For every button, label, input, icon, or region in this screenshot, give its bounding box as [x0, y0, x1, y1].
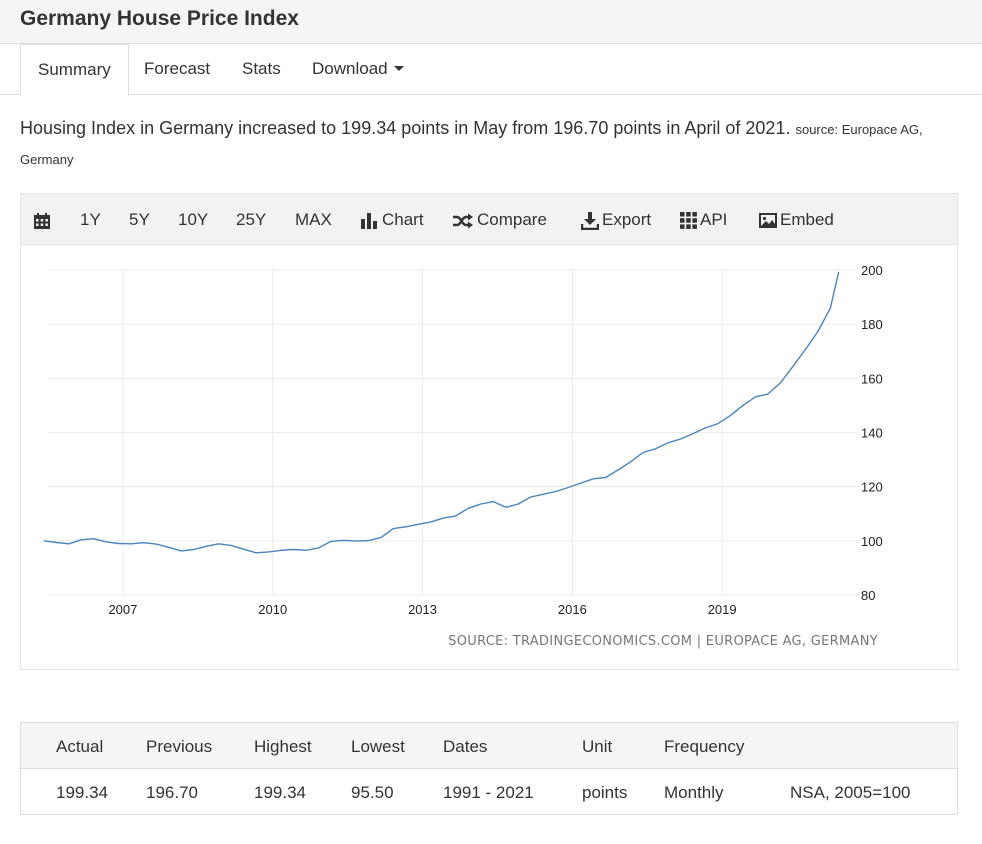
- value-previous: 196.70: [146, 783, 198, 802]
- tab-download-label: Download: [312, 59, 388, 78]
- y-tick-label: 180: [861, 317, 883, 332]
- chart-panel: 1Y 5Y 10Y 25Y MAX Chart Compar: [20, 193, 958, 670]
- tab-summary[interactable]: Summary: [20, 44, 129, 96]
- tab-forecast[interactable]: Forecast: [144, 59, 211, 78]
- export-button[interactable]: Export: [581, 194, 651, 245]
- compare-button[interactable]: Compare: [452, 194, 547, 245]
- chart-type-label: Chart: [382, 210, 424, 229]
- header-previous: Previous: [146, 737, 213, 756]
- range-25y-button[interactable]: 25Y: [236, 210, 267, 229]
- x-tick-label: 2007: [108, 602, 137, 617]
- value-lowest: 95.50: [351, 783, 394, 802]
- api-button[interactable]: API: [680, 194, 727, 245]
- chart-source-label: SOURCE: TRADINGECONOMICS.COM | EUROPACE …: [448, 634, 878, 649]
- y-tick-label: 120: [861, 480, 883, 495]
- header-unit: Unit: [582, 737, 613, 756]
- x-tick-label: 2013: [408, 602, 437, 617]
- summary-description: Housing Index in Germany increased to 19…: [20, 114, 965, 174]
- header-dates: Dates: [443, 737, 488, 756]
- stats-header-row: Actual Previous Highest Lowest Dates Uni…: [21, 723, 957, 769]
- embed-label: Embed: [780, 210, 834, 229]
- shuffle-icon: [452, 213, 474, 229]
- y-tick-label: 160: [861, 371, 883, 386]
- value-adjustment: NSA, 2005=100: [790, 783, 911, 802]
- header-lowest: Lowest: [351, 737, 405, 756]
- summary-text: Housing Index in Germany increased to 19…: [20, 118, 791, 138]
- page-title: Germany House Price Index: [20, 7, 299, 30]
- y-tick-label: 140: [861, 426, 883, 441]
- caret-down-icon: [393, 66, 404, 71]
- x-tick-label: 2019: [708, 602, 737, 617]
- embed-button[interactable]: Embed: [759, 194, 834, 245]
- image-icon: [759, 213, 777, 229]
- tab-bar: Summary Forecast Stats Download: [0, 44, 982, 96]
- range-5y-button[interactable]: 5Y: [129, 210, 150, 229]
- calendar-button[interactable]: [33, 194, 54, 245]
- value-unit: points: [582, 783, 628, 802]
- value-actual: 199.34: [56, 783, 108, 802]
- value-dates: 1991 - 2021: [443, 783, 534, 802]
- summary-source: source: Europace AG, Germany: [20, 122, 923, 167]
- series-line: [43, 271, 840, 554]
- range-1y-button[interactable]: 1Y: [80, 210, 101, 229]
- api-label: API: [700, 210, 728, 229]
- compare-label: Compare: [477, 210, 547, 229]
- grid-icon: [680, 212, 697, 229]
- chart-toolbar: 1Y 5Y 10Y 25Y MAX Chart Compar: [21, 194, 957, 245]
- chart-canvas: 80 100 120 140 160 180 200 2007 2010 2013 2016 2019…: [43, 263, 883, 649]
- tab-stats[interactable]: Stats: [242, 59, 281, 78]
- y-tick-label: 100: [861, 534, 883, 549]
- header-highest: Highest: [254, 737, 312, 756]
- value-frequency: Monthly: [664, 783, 724, 802]
- calendar-icon: [33, 212, 51, 230]
- header-actual: Actual: [56, 737, 104, 756]
- tab-download[interactable]: Download: [312, 44, 404, 95]
- range-max-button[interactable]: MAX: [295, 210, 332, 229]
- y-tick-label: 200: [861, 263, 883, 278]
- title-bar: Germany House Price Index: [0, 0, 982, 44]
- header-frequency: Frequency: [664, 737, 745, 756]
- x-tick-label: 2016: [558, 602, 587, 617]
- stats-table: Actual Previous Highest Lowest Dates Uni…: [20, 722, 958, 815]
- value-highest: 199.34: [254, 783, 306, 802]
- bar-chart-icon: [361, 212, 379, 229]
- download-icon: [581, 211, 599, 230]
- chart-type-button[interactable]: Chart: [361, 194, 424, 245]
- y-tick-label: 80: [861, 588, 875, 603]
- x-tick-label: 2010: [258, 602, 287, 617]
- range-10y-button[interactable]: 10Y: [178, 210, 209, 229]
- export-label: Export: [602, 210, 652, 229]
